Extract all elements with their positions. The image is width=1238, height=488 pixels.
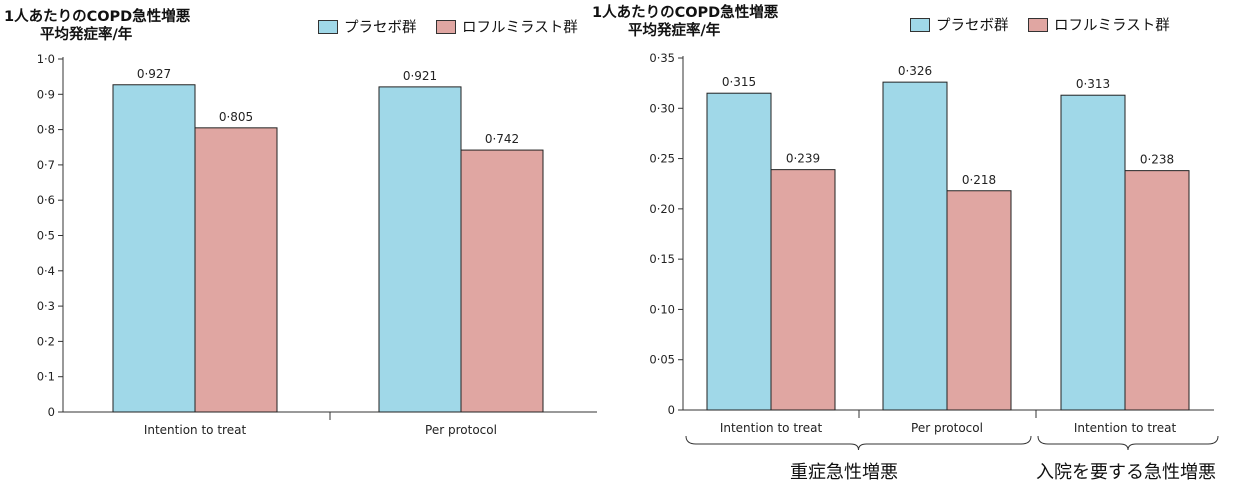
chart2-y-tick-label: 0·10 — [649, 302, 675, 316]
chart1-data-label: 0·921 — [403, 69, 437, 83]
chart2-data-label: 0·238 — [1140, 153, 1174, 167]
chart2-y-tick-label: 0 — [668, 403, 675, 417]
chart2-x-tick-label: Per protocol — [911, 421, 983, 435]
chart2-legend-placebo: プラセボ群 — [910, 14, 1009, 35]
chart2-bar — [706, 92, 772, 411]
chart1-ylabel-line1: 1人あたりのCOPD急性増悪 — [4, 9, 191, 25]
chart2-x-tick-label: Intention to treat — [1074, 421, 1177, 435]
chart2-legend-roflumilast-label: ロフルミラスト群 — [1054, 18, 1170, 34]
chart1-data-label: 0·805 — [219, 110, 253, 124]
chart2-group-label-severe: 重症急性増悪 — [790, 462, 898, 483]
chart2-data-label: 0·239 — [786, 152, 820, 166]
chart2-legend-placebo-label: プラセボ群 — [936, 18, 1009, 34]
chart1-y-tick-label: 0·3 — [37, 299, 55, 313]
chart1-y-tick-label: 0·4 — [37, 264, 55, 278]
chart1-y-tick-label: 0 — [48, 405, 55, 419]
chart2-data-label: 0·326 — [898, 64, 932, 78]
chart1-bar — [460, 149, 544, 413]
chart1-bar — [194, 127, 278, 413]
chart2-bar — [1124, 170, 1190, 411]
chart1-legend-roflumilast-swatch — [436, 19, 456, 34]
chart2-group-label-hospitalization: 入院を要する急性増悪 — [1036, 462, 1216, 483]
chart2-y-tick-label: 0·20 — [649, 202, 675, 216]
chart1-legend-placebo-swatch — [318, 19, 338, 34]
chart2-y-tick-label: 0·35 — [649, 51, 675, 65]
chart1-legend-placebo-label: プラセボ群 — [344, 20, 417, 36]
chart2-data-label: 0·315 — [722, 75, 756, 89]
chart1-bar — [112, 84, 196, 413]
chart1-ylabel-line2: 平均発症率/年 — [40, 27, 133, 43]
chart1-y-tick-label: 0·6 — [37, 193, 55, 207]
chart2-bar — [882, 81, 948, 411]
chart1-legend-roflumilast-label: ロフルミラスト群 — [462, 20, 578, 36]
chart2-ylabel-line1: 1人あたりのCOPD急性増悪 — [592, 5, 779, 21]
chart1-y-tick-label: 0·5 — [37, 229, 55, 243]
chart1-data-label: 0·927 — [137, 67, 171, 81]
chart1-x-tick-label: Intention to treat — [144, 423, 247, 437]
chart1-data-label: 0·742 — [485, 132, 519, 146]
chart1-y-tick-label: 1·0 — [37, 52, 55, 66]
chart2-ylabel-line2: 平均発症率/年 — [628, 23, 721, 39]
chart2-group-brace-severe — [685, 435, 1032, 451]
chart1-y-tick-label: 0·1 — [37, 370, 55, 384]
chart2-group-brace-hospitalization — [1037, 435, 1219, 451]
chart1-y-tick-label: 0·8 — [37, 123, 55, 137]
chart2-bar — [1060, 94, 1126, 411]
chart2-x-tick-label: Intention to treat — [720, 421, 823, 435]
chart2-y-tick-label: 0·25 — [649, 152, 675, 166]
chart2-legend-roflumilast-swatch — [1028, 17, 1048, 32]
chart2-bar — [770, 169, 836, 411]
chart2-legend-roflumilast: ロフルミラスト群 — [1028, 14, 1170, 35]
chart2-data-label: 0·313 — [1076, 77, 1110, 91]
chart1-legend-placebo: プラセボ群 — [318, 16, 417, 37]
chart2-y-tick-label: 0·05 — [649, 353, 675, 367]
chart1-x-tick-label: Per protocol — [425, 423, 497, 437]
chart2-bar — [946, 190, 1012, 411]
chart2-y-tick-label: 0·15 — [649, 252, 675, 266]
chart1-ylabel: 1人あたりのCOPD急性増悪 平均発症率/年 — [4, 8, 190, 44]
chart1-y-tick-label: 0·9 — [37, 87, 55, 101]
chart2-ylabel: 1人あたりのCOPD急性増悪 平均発症率/年 — [592, 4, 778, 40]
chart1-y-tick-label: 0·2 — [37, 334, 55, 348]
chart1-y-tick-label: 0·7 — [37, 158, 55, 172]
chart2-y-tick-label: 0·30 — [649, 101, 675, 115]
chart2-legend-placebo-swatch — [910, 17, 930, 32]
chart1-legend-roflumilast: ロフルミラスト群 — [436, 16, 578, 37]
chart2-data-label: 0·218 — [962, 173, 996, 187]
